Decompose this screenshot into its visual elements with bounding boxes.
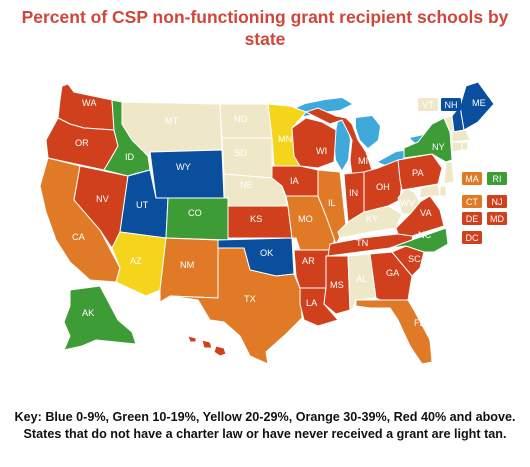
chip-label-CT: CT — [466, 197, 478, 207]
state-NY — [403, 117, 453, 163]
chip-DC: DC — [462, 231, 482, 244]
label-KS: KS — [250, 214, 262, 224]
label-IN: IN — [349, 188, 358, 198]
state-OH — [363, 159, 403, 213]
label-ID: ID — [125, 152, 135, 162]
chip-label-NH: NH — [445, 100, 458, 110]
label-SC: SC — [408, 254, 421, 264]
label-FL: FL — [414, 318, 425, 328]
label-CO: CO — [188, 208, 202, 218]
state-NM — [159, 237, 219, 303]
label-WY: WY — [176, 162, 191, 172]
chip-box-CT — [462, 195, 482, 208]
state-TX — [169, 247, 303, 365]
chip-NH: NH — [441, 98, 461, 111]
label-MS: MS — [330, 280, 344, 290]
label-WA: WA — [82, 98, 97, 108]
state-MA — [451, 129, 471, 143]
label-TN: TN — [356, 238, 368, 248]
label-NC: NC — [418, 230, 432, 240]
chip-NJ: NJ — [487, 195, 507, 208]
chip-box-DC — [462, 231, 482, 244]
key-text: Key: Blue 0-9%, Green 10-19%, Yellow 20-… — [14, 410, 516, 441]
labels-layer: WA OR CA NV ID MT WY UT AZ CO NM ND SD N… — [72, 98, 486, 328]
state-RI — [461, 141, 469, 151]
label-AK: AK — [82, 308, 95, 318]
state-CO — [165, 197, 229, 241]
chip-box-MA — [462, 172, 482, 185]
label-MI: MI — [358, 156, 368, 166]
label-CA: CA — [72, 232, 86, 242]
chip-label-MD: MD — [490, 214, 504, 224]
state-WY — [149, 149, 225, 199]
state-CT — [451, 141, 463, 153]
label-MN: MN — [278, 134, 292, 144]
chip-DE: DE — [462, 212, 482, 225]
label-NV: NV — [96, 194, 110, 204]
chip-MD: MD — [487, 212, 507, 225]
label-AL: AL — [356, 274, 367, 284]
state-NJ — [443, 161, 455, 185]
label-IA: IA — [290, 176, 300, 186]
label-PA: PA — [412, 168, 424, 178]
chip-box-VT — [418, 98, 438, 111]
chip-VT: VT — [418, 98, 438, 111]
lake-michigan — [334, 120, 350, 170]
label-IL: IL — [328, 198, 336, 208]
state-MD — [419, 183, 441, 199]
chip-label-DC: DC — [466, 233, 479, 243]
label-KY: KY — [366, 214, 378, 224]
label-VA: VA — [420, 208, 432, 218]
label-WV: WV — [400, 198, 416, 208]
small-state-boxes: VT NH MA RI CT NJ DE MD DC — [418, 98, 507, 244]
state-SD — [221, 137, 273, 179]
label-SD: SD — [234, 148, 247, 158]
chip-MA: MA — [462, 172, 482, 185]
chip-box-MD — [487, 212, 507, 225]
label-OH: OH — [376, 182, 390, 192]
state-SC — [391, 245, 425, 277]
label-NY: NY — [432, 142, 445, 152]
state-FL — [355, 299, 433, 365]
label-NE: NE — [240, 180, 253, 190]
label-MT: MT — [165, 116, 179, 126]
chip-label-MA: MA — [465, 174, 479, 184]
label-LA: LA — [306, 298, 318, 308]
label-TX: TX — [244, 294, 256, 304]
label-AZ: AZ — [130, 256, 142, 266]
chip-box-DE — [462, 212, 482, 225]
chip-label-NJ: NJ — [492, 197, 503, 207]
state-AK — [63, 285, 137, 351]
label-WI: WI — [316, 146, 327, 156]
label-GA: GA — [386, 268, 400, 278]
lake-erie — [378, 150, 410, 166]
label-OR: OR — [75, 138, 89, 148]
state-HI — [187, 335, 227, 357]
chip-label-RI: RI — [493, 174, 502, 184]
label-MO: MO — [298, 214, 313, 224]
chip-CT: CT — [462, 195, 482, 208]
chip-label-VT: VT — [422, 100, 434, 110]
map-title: Percent of CSP non-functioning grant rec… — [21, 7, 509, 49]
label-OK: OK — [260, 248, 274, 258]
state-WI — [291, 117, 337, 169]
chip-box-NH — [441, 98, 461, 111]
chip-RI: RI — [487, 172, 507, 185]
lake-huron — [356, 116, 380, 148]
chip-box-NJ — [487, 195, 507, 208]
state-DE — [439, 185, 447, 197]
state-NC — [389, 227, 449, 253]
label-AR: AR — [302, 256, 315, 266]
states-layer — [39, 81, 495, 365]
label-NM: NM — [180, 260, 194, 270]
chip-label-DE: DE — [466, 214, 479, 224]
label-ND: ND — [234, 114, 248, 124]
label-ME: ME — [472, 98, 486, 108]
chip-box-RI — [487, 172, 507, 185]
label-UT: UT — [136, 200, 149, 210]
